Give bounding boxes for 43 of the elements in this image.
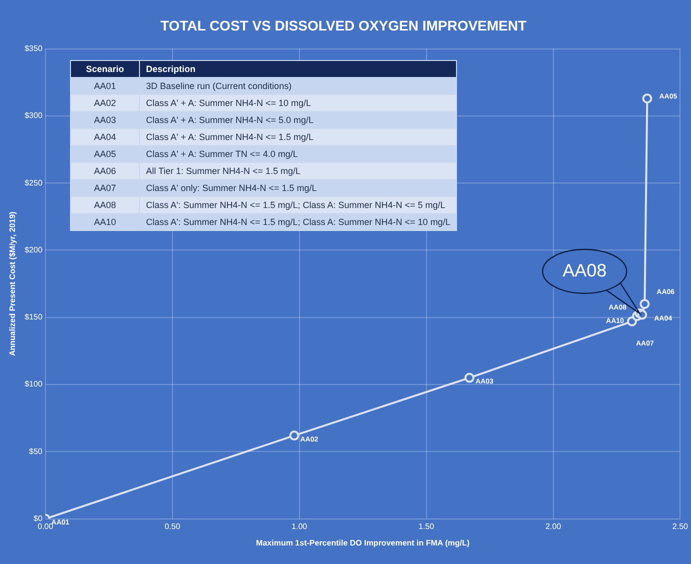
- y-tick-label: $0: [33, 514, 43, 524]
- annotation: AA08: [562, 260, 607, 280]
- annotation: Class A' + A: Summer NH4-N <= 1.5 mg/L: [140, 128, 457, 146]
- annotation: 3D Baseline run (Current conditions): [140, 78, 457, 94]
- y-tick-label: $300: [24, 111, 43, 120]
- point: [637, 310, 648, 320]
- annotation: Class A' + A: Summer TN <= 4.0 mg/L: [140, 146, 457, 162]
- point: [289, 430, 300, 441]
- point: [642, 93, 652, 104]
- x-tick-label: 2.50: [672, 522, 689, 531]
- annotation: AA05: [70, 146, 140, 162]
- annotation: AA02: [70, 94, 140, 112]
- annotation: AA07: [70, 180, 140, 196]
- annotation: Scenario: [70, 60, 140, 78]
- x-tick-label: 0.00: [38, 522, 54, 531]
- x-axis-title: Maximum 1st-Percentile DO Improvement in FMA (mg/L): [256, 538, 470, 548]
- point: [464, 372, 474, 383]
- annotation: AA01: [70, 78, 140, 94]
- annotation: AA06: [70, 162, 140, 180]
- annotation: Description: [140, 60, 457, 78]
- annotation: AA04: [70, 128, 140, 146]
- annotation: AA08: [70, 196, 140, 214]
- annotation: Class A': Summer NH4-N <= 1.5 mg/L; Class A: Summer NH4-N <= 5 mg/L: [140, 196, 457, 214]
- y-tick-label: $100: [24, 380, 43, 389]
- annotation: Class A' + A: Summer NH4-N <= 5.0 mg/L: [140, 112, 457, 128]
- y-tick-label: $50: [29, 446, 43, 456]
- annotation: Class A' + A: Summer NH4-N <= 10 mg/L: [140, 94, 457, 112]
- annotation: All Tier 1: Summer NH4-N <= 1.5 mg/L: [140, 162, 457, 180]
- y-tick-label: $350: [24, 44, 43, 54]
- y-tick-label: $200: [24, 245, 43, 254]
- annotation: Class A' only: Summer NH4-N <= 1.5 mg/L: [140, 180, 457, 196]
- x-tick-label: 2.00: [545, 522, 562, 531]
- point: [640, 298, 650, 309]
- annotation: Class A': Summer NH4-N <= 1.5 mg/L; Class A: Summer NH4-N <= 10 mg/L: [140, 214, 457, 230]
- y-tick-label: $250: [24, 178, 43, 188]
- x-tick-label: 1.50: [418, 522, 435, 531]
- x-tick-label: 0.50: [164, 522, 181, 531]
- y-tick-label: $150: [24, 312, 43, 322]
- annotation: AA10: [70, 214, 140, 230]
- x-tick-label: 1.00: [292, 522, 308, 531]
- chart-title: TOTAL COST VS DISSOLVED OXYGEN IMPROVEMENT: [160, 17, 528, 34]
- annotation: AA03: [70, 112, 140, 128]
- y-axis-title: Annualized Present Cost ($M/yr, 2019): [8, 211, 18, 356]
